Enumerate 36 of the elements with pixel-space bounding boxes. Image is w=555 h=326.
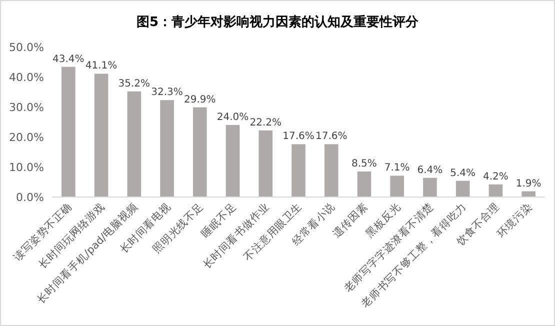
bar [193, 107, 207, 197]
data-label: 22.2% [250, 117, 282, 128]
data-label: 24.0% [216, 112, 249, 123]
y-tick-label: 20.0% [9, 131, 44, 144]
bar [324, 144, 338, 197]
data-label: 6.4% [417, 164, 443, 176]
data-label: 4.2% [482, 171, 508, 182]
chart-title: 图5：青少年对影响视力因素的认知及重要性评分 [136, 14, 420, 30]
data-label: 29.9% [184, 94, 216, 106]
bar [357, 172, 372, 197]
bar [127, 91, 142, 197]
data-label: 17.6% [315, 131, 348, 142]
y-tick-label: 30.0% [9, 101, 44, 114]
data-label: 43.4% [52, 54, 84, 65]
y-tick-label: 40.0% [9, 71, 44, 84]
data-label: 35.2% [118, 78, 150, 90]
bar [292, 144, 306, 197]
bar [488, 184, 503, 197]
bar [62, 66, 76, 197]
bar [226, 125, 240, 197]
y-tick-label: 50.0% [9, 41, 44, 54]
data-label: 32.3% [151, 87, 183, 98]
data-label: 1.9% [516, 178, 542, 190]
data-label: 17.6% [282, 131, 314, 142]
bar [390, 176, 404, 197]
y-tick-label: 0.0% [16, 191, 44, 204]
data-label: 8.5% [352, 158, 377, 170]
y-tick-label: 10.0% [9, 161, 44, 174]
data-label: 41.1% [85, 60, 118, 72]
bar [456, 180, 470, 197]
data-label: 7.1% [384, 162, 410, 174]
bar [94, 74, 108, 197]
bar [423, 178, 437, 197]
bar [258, 130, 273, 197]
data-label: 5.4% [450, 168, 476, 179]
bar [160, 100, 174, 197]
